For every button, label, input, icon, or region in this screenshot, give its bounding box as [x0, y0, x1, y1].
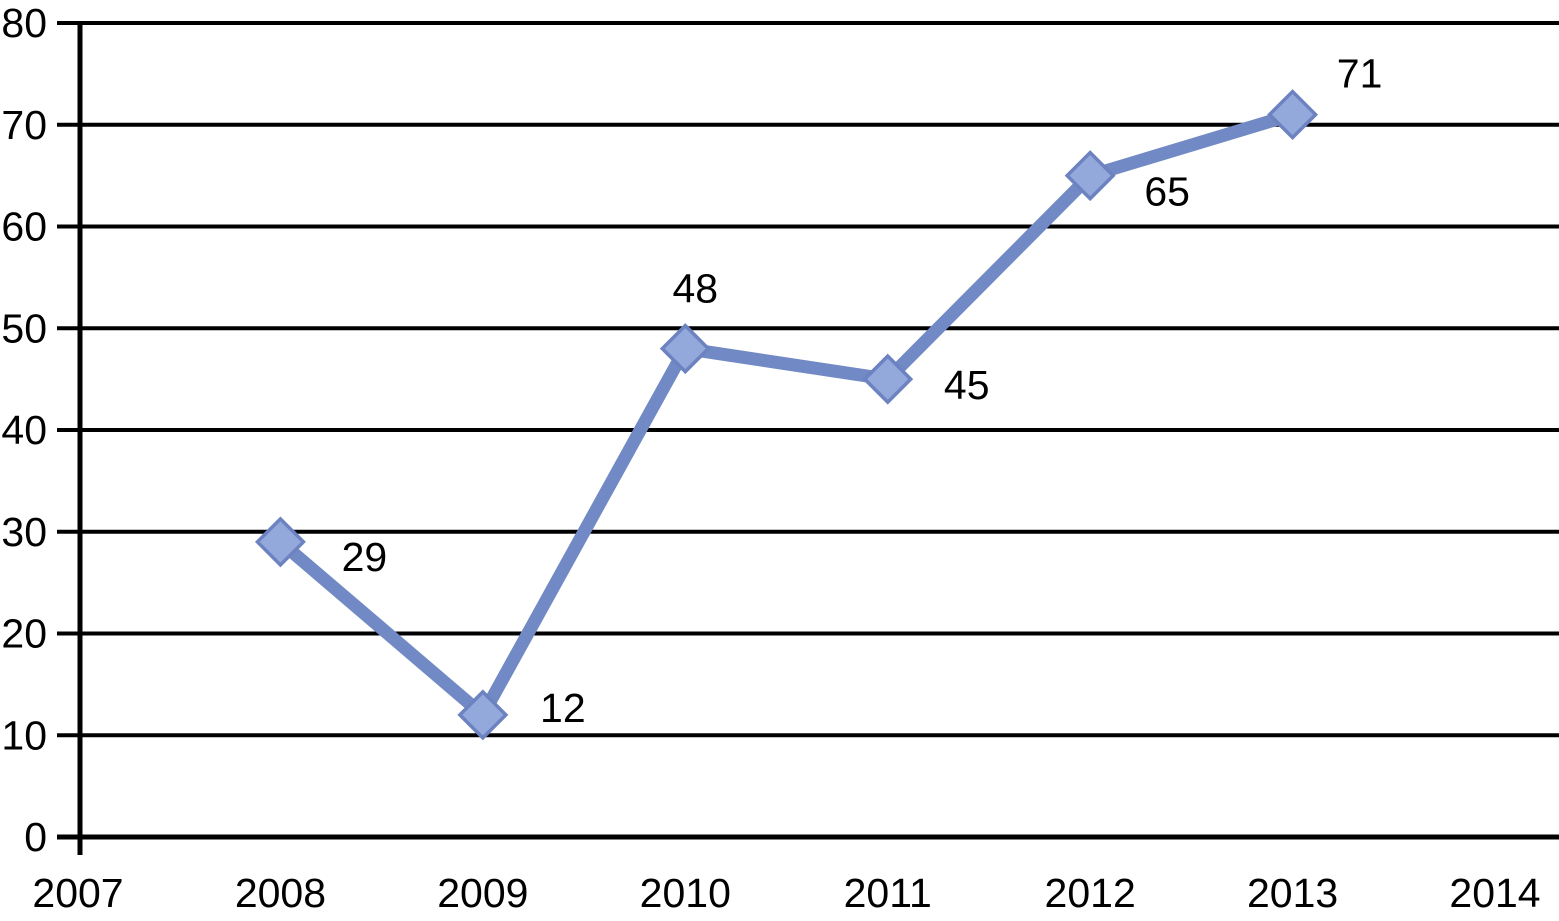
- data-label: 65: [1144, 169, 1190, 215]
- data-label: 45: [944, 362, 990, 408]
- y-axis-tick-label: 10: [1, 712, 47, 758]
- series-line: [273, 108, 1300, 722]
- data-point-marker: [254, 516, 306, 568]
- x-axis-tick-label: 2012: [1045, 870, 1136, 916]
- x-axis-tick-label: 2009: [437, 870, 528, 916]
- y-axis-tick-label: 40: [1, 407, 47, 453]
- y-axis-tick-label: 0: [24, 814, 47, 860]
- data-label: 12: [540, 685, 586, 731]
- y-axis-tick-label: 60: [1, 204, 47, 250]
- y-axis-tick-label: 20: [1, 611, 47, 657]
- data-label: 29: [342, 534, 388, 580]
- data-label: 71: [1337, 51, 1383, 97]
- data-point-marker: [659, 323, 711, 375]
- data-point-marker: [1064, 150, 1116, 202]
- data-point-marker: [1267, 89, 1319, 141]
- y-axis-tick-label: 50: [1, 305, 47, 351]
- x-axis-tick-label: 2014: [1449, 870, 1540, 916]
- x-axis-tick-label: 2007: [32, 870, 123, 916]
- data-point-marker: [457, 689, 509, 741]
- y-axis-tick-label: 70: [1, 102, 47, 148]
- y-axis-tick-label: 80: [1, 0, 47, 46]
- x-axis-tick-label: 2013: [1247, 870, 1338, 916]
- x-axis-tick-label: 2008: [235, 870, 326, 916]
- y-axis-tick-label: 30: [1, 509, 47, 555]
- x-axis-tick-label: 2010: [640, 870, 731, 916]
- data-label: 48: [672, 266, 718, 312]
- data-point-marker: [862, 353, 914, 405]
- x-axis-tick-label: 2011: [844, 870, 932, 916]
